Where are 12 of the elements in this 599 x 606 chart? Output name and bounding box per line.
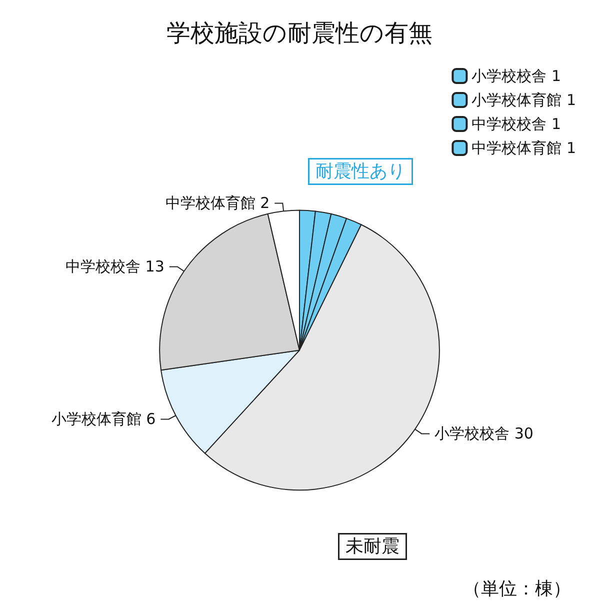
slice-label: 小学校体育館 6 xyxy=(51,410,156,428)
text: （単位：棟） xyxy=(463,578,571,600)
slice-label: 中学校体育館 2 xyxy=(165,194,270,212)
slice-label: 小学校校舎 30 xyxy=(434,424,534,443)
legend-label: 中学校校舎 1 xyxy=(472,115,561,133)
legend-label: 小学校校舎 1 xyxy=(472,67,561,85)
chart-title: 学校施設の耐震性の有無 xyxy=(166,19,432,47)
text: 耐震性あり xyxy=(316,161,406,182)
legend-label: 中学校体育館 1 xyxy=(472,139,576,157)
slice-label: 中学校校舎 13 xyxy=(66,258,164,276)
text: 未耐震 xyxy=(346,536,400,557)
legend-label: 小学校体育館 1 xyxy=(472,91,576,109)
